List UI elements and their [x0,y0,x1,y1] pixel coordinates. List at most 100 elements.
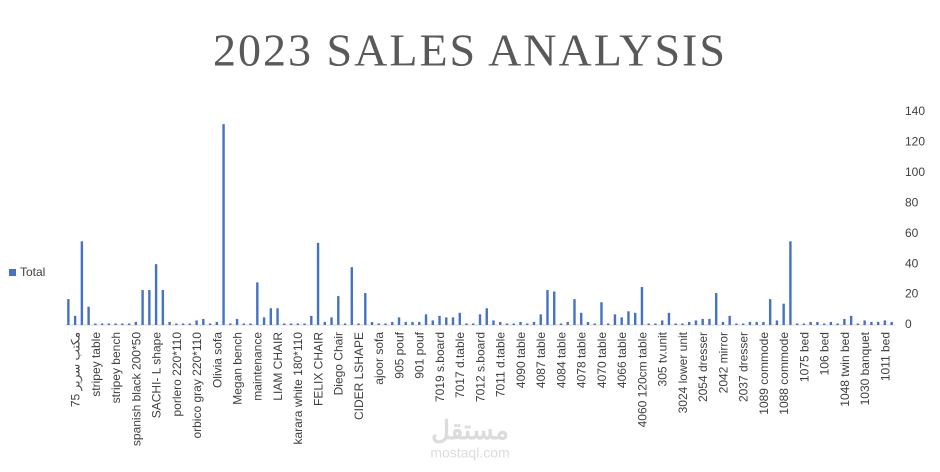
x-tick-label: 2054 dresser [696,332,710,402]
bar [451,317,455,325]
bar [175,323,178,325]
bar [721,321,725,325]
bar [755,321,758,325]
bar [249,323,252,325]
bar [809,321,812,325]
x-tick-label: 4070 table [595,332,609,388]
x-tick-label: 905 pouf [392,331,406,378]
legend-label: Total [20,265,45,279]
bar [654,323,657,325]
bar [539,314,542,325]
bar [559,323,563,325]
bar [667,312,671,325]
bar [404,321,407,325]
bar [505,323,509,325]
bar [741,323,745,325]
bar [532,321,536,325]
bar [593,323,596,325]
bar [114,323,117,325]
bar [67,299,70,325]
bar [100,323,104,325]
bar [445,317,448,325]
bar [397,317,401,325]
bar [870,321,873,325]
bar [687,321,691,325]
bar [478,314,482,325]
bar [485,308,488,325]
y-tick-label: 40 [905,256,919,270]
bar [188,323,192,325]
bar [357,323,360,325]
watermark-url: mostaql.com [430,445,509,461]
x-tick-label: stripey table [89,332,103,397]
bar [647,323,650,325]
bar [586,321,590,325]
bar [553,291,556,325]
y-tick-label: 100 [905,165,925,179]
bar [607,323,610,325]
bar [843,318,846,325]
x-tick-label: 2037 dresser [737,332,751,402]
x-tick-label: ajoor sofa [372,332,386,385]
bar [370,321,374,325]
bar [134,321,138,325]
bar [573,299,576,325]
bar [303,323,306,325]
bar [472,323,475,325]
bar [195,320,198,325]
bar [694,320,698,325]
chart-title: 2023 SALES ANALYSIS [213,25,727,76]
bar [269,308,273,325]
bar [121,323,124,325]
bar [546,290,549,325]
bar [229,323,232,325]
bar [640,286,644,325]
bar [681,323,684,325]
bar [802,323,806,325]
bar [161,290,165,325]
bar [262,317,266,325]
bar [768,299,772,325]
x-tick-label: 1075 bed [797,332,811,382]
bar [890,321,893,325]
x-tick-label: 7017 d.table [453,332,467,398]
bar [215,321,219,325]
bar [289,323,293,325]
x-tick-label: 305 tv.unit [656,331,670,386]
bar [849,315,853,325]
bar [202,318,205,325]
bar [343,323,347,325]
y-tick-label: 20 [905,287,919,301]
bar [822,323,826,325]
bar [391,321,394,325]
x-tick-label: 1089 commode [757,332,771,415]
bar [526,323,529,325]
x-tick-label: 1088 commode [777,332,791,415]
bar [748,321,752,325]
bar [566,321,569,325]
bar [634,312,637,325]
bar [465,323,468,325]
x-tick-label: stripey bench [109,332,123,403]
bar [127,323,131,325]
bar [154,264,158,325]
x-tick-label: orbico gray 220*110 [190,332,204,439]
x-tick-label: SACHI- L shape [150,332,164,419]
bar [350,267,353,325]
bar [613,314,617,325]
bar [310,315,313,325]
bar [499,321,502,325]
x-tick-label: FELIX CHAIR [311,332,325,406]
bar [458,312,461,325]
bar [73,315,77,325]
bar [94,323,97,325]
bar [836,323,839,325]
bar [235,318,239,325]
bar [883,320,887,325]
bar [296,323,300,325]
bar [208,323,212,325]
bar [735,323,738,325]
y-tick-label: 140 [905,104,925,118]
bar [829,321,833,325]
